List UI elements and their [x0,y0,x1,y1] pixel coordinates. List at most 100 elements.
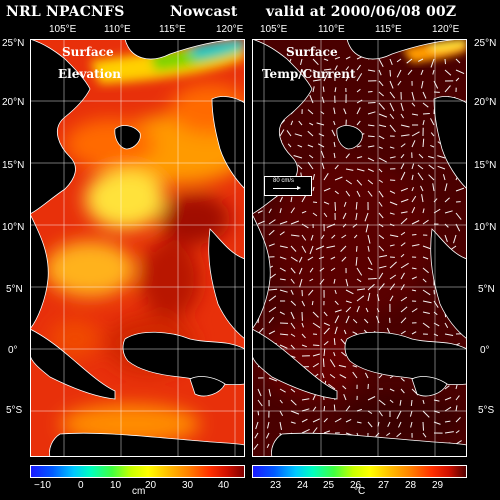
current-vector [312,173,315,181]
current-vector [422,256,429,260]
current-vector [345,179,352,185]
current-vector [364,318,369,324]
current-vector [333,141,336,148]
current-vector [312,201,318,203]
current-vector [308,154,314,159]
vector-scale-arrowhead [297,186,301,190]
elevation-unit: cm [132,486,146,497]
lat-tick-25n-left: 25°N [2,38,25,49]
current-vector [307,144,314,148]
current-vector [268,388,272,397]
current-vector [453,234,457,244]
current-vector [301,418,308,423]
current-vector [323,418,328,423]
current-vector [378,272,384,280]
current-vector [279,208,282,214]
current-vector [279,278,286,281]
current-vector [420,185,424,192]
current-vector [422,278,427,283]
current-vector [417,58,424,62]
current-vector [400,253,405,258]
current-vector [333,352,336,357]
current-vector [422,267,429,274]
lat-tick-0-right: 0° [480,345,490,356]
current-vector [352,331,358,335]
current-vector [455,212,462,220]
current-vector [312,406,317,412]
current-vector [356,99,363,104]
current-vector [389,113,395,120]
current-vector [279,196,283,203]
current-vector [339,374,347,379]
current-vector [422,113,430,115]
current-vector [407,69,413,76]
current-vector [323,58,329,61]
current-vector [455,430,460,434]
current-vector [312,79,321,82]
current-vector [444,431,454,434]
current-vector [378,91,384,97]
current-vector [367,245,370,252]
current-vector [400,124,410,128]
current-vector [333,152,336,159]
current-vector [422,300,432,304]
current-vector [450,245,457,250]
current-vector [389,156,396,159]
current-vector [290,207,296,214]
current-vector [411,276,418,280]
current-vector [301,398,310,401]
lon-tick-120-left: 120°E [216,24,244,35]
current-vector [396,410,402,420]
current-vector [422,421,424,431]
current-vector [343,394,347,401]
current-vector [411,131,420,137]
current-vector [294,133,303,137]
current-vector [341,256,347,262]
current-vector [345,306,352,313]
current-vector [378,102,385,110]
current-vector [323,212,328,218]
current-vector [455,58,461,64]
temp-tick-25: 25 [323,480,335,491]
current-vector [422,289,431,296]
current-vector [279,267,286,272]
current-vector [444,420,451,423]
current-vector [375,432,380,437]
current-vector [386,432,391,437]
elevation-label-line1: Surface [62,45,114,59]
current-vector [312,353,320,357]
current-vector [287,143,292,148]
current-vector [331,234,336,239]
vector-scale-label: 80 cm/s [273,178,295,184]
current-vector [329,359,336,368]
current-vector [279,410,284,416]
current-vector [398,421,402,428]
current-vector [428,155,435,159]
current-vector [418,153,424,159]
current-vector [400,134,410,137]
surface-temp-current-map [252,39,467,457]
current-vector [410,399,413,406]
current-vector [400,187,408,192]
current-vector [279,388,286,393]
lat-tick-20n-right: 20°N [474,97,497,108]
elev-tick-30: 30 [182,480,194,491]
current-vector [268,330,276,335]
lon-tick-105-left: 105°E [49,24,77,35]
current-vector [334,164,339,170]
current-vector [323,187,331,192]
current-vector [301,69,305,75]
current-vector [356,88,361,93]
current-vector [400,102,404,111]
current-vector [367,69,376,72]
current-vector [345,289,354,295]
current-vector [333,120,336,126]
current-vector [279,311,285,315]
current-vector [312,311,319,318]
current-vector [367,168,374,172]
current-vector [378,265,387,269]
current-vector [290,245,297,252]
current-vector [334,417,342,423]
current-vector [444,385,450,390]
current-vector [356,168,365,172]
